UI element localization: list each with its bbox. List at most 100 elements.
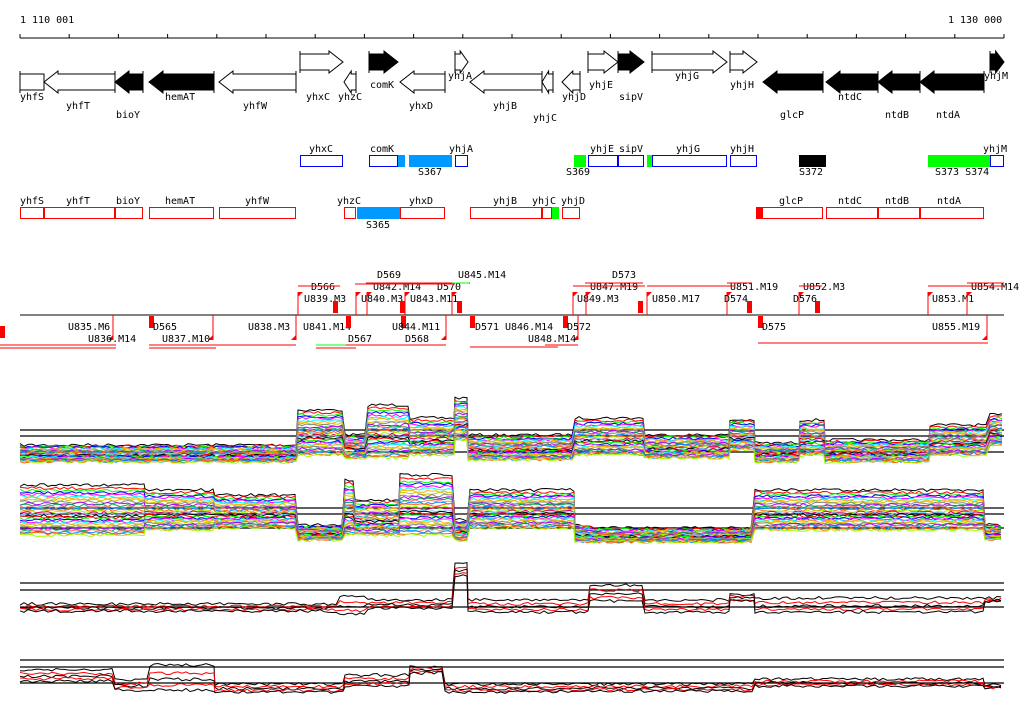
segment-U838.M3[interactable]: U838.M3 (248, 315, 297, 340)
gene-arrow-icon[interactable] (114, 69, 144, 95)
segment-U854.M14[interactable]: U854.M14 (966, 282, 1019, 315)
gene-arrow-icon[interactable] (399, 69, 446, 95)
gene-yhjC[interactable]: yhjC (533, 69, 557, 124)
feature-ntdB[interactable]: ntdB (878, 196, 920, 219)
feature-box[interactable] (618, 155, 644, 167)
segment-U847.M19[interactable]: U847.M19 (585, 282, 638, 315)
feature-box[interactable] (400, 207, 445, 219)
feature-yhjE[interactable]: yhjE (588, 144, 618, 167)
gene-arrow-icon[interactable] (587, 49, 619, 75)
feature-ntdA[interactable]: ntdA (920, 196, 984, 219)
segment-D574[interactable]: D574 (724, 294, 752, 313)
gene-bioY[interactable]: bioY (114, 69, 144, 121)
feature-box[interactable] (826, 207, 878, 219)
segment-D566[interactable]: D566 (311, 282, 338, 313)
segment-U842.M14[interactable]: U842.M14 (366, 282, 421, 315)
feature-box[interactable] (44, 207, 115, 219)
feature-box[interactable] (20, 207, 44, 219)
gene-arrow-icon[interactable] (19, 73, 45, 91)
feature-box[interactable] (878, 207, 920, 219)
gene-arrow-icon[interactable] (469, 69, 543, 95)
gene-arrow-icon[interactable] (919, 69, 985, 95)
segment-U853.M1[interactable]: U853.M1 (927, 292, 974, 315)
gene-yhjG[interactable]: yhjG (651, 49, 728, 82)
gene-arrow-icon[interactable] (729, 49, 758, 75)
gene-arrow-icon[interactable] (762, 69, 824, 95)
gene-arrow-icon[interactable] (617, 49, 645, 75)
gene-arrow-icon[interactable] (541, 69, 554, 95)
feature-box[interactable] (990, 155, 1004, 167)
feature-box[interactable] (357, 207, 400, 219)
feature-box[interactable] (542, 207, 552, 219)
segment-D570[interactable]: D570 (437, 282, 462, 313)
feature-S373 S374[interactable]: S373 S374 (928, 155, 990, 179)
segment-U844.M11[interactable]: U844.M11 (392, 315, 447, 340)
segment-D571[interactable]: D571 (470, 316, 499, 333)
segment-D565[interactable]: D565 (149, 316, 177, 333)
feature-green[interactable] (552, 207, 559, 219)
segment-D576[interactable]: D576 (793, 294, 820, 313)
segment-U846.M14[interactable]: U846.M14 (0, 322, 553, 338)
gene-ntdB[interactable]: ntdB (877, 69, 921, 121)
feature-box[interactable] (149, 207, 214, 219)
gene-yhfW[interactable]: yhfW (218, 69, 297, 112)
feature-yhfW[interactable]: yhfW (219, 196, 296, 219)
gene-yhjE[interactable]: yhjE (587, 49, 619, 91)
segment-D567[interactable]: D567 (346, 316, 372, 345)
feature-yhjG[interactable]: yhjG (652, 144, 727, 167)
gene-yhxD[interactable]: yhxD (399, 69, 446, 112)
feature-yhjA[interactable]: yhjA (449, 144, 473, 167)
gene-sipV[interactable]: sipV (617, 49, 645, 103)
feature-yhxC[interactable]: yhxC (300, 144, 343, 167)
segment-U849.M3[interactable]: U849.M3 (572, 292, 619, 315)
feature-box[interactable] (369, 155, 398, 167)
feature-box[interactable] (562, 207, 580, 219)
segment-U845.M14[interactable]: U845.M14 (451, 270, 506, 315)
gene-arrow-icon[interactable] (454, 49, 469, 75)
gene-arrow-icon[interactable] (825, 69, 879, 95)
segment-U836.M14[interactable]: U836.M14 (88, 315, 136, 345)
segment-D569[interactable]: D569 (377, 270, 405, 313)
gene-yhfS[interactable]: yhfS (19, 71, 45, 103)
feature-box[interactable] (470, 207, 542, 219)
segment-D575[interactable]: D575 (758, 316, 786, 333)
segment-U851.M19[interactable]: U851.M19 (726, 282, 778, 315)
feature-yhjC[interactable]: yhjC (532, 196, 556, 219)
feature-bioY[interactable]: bioY (115, 196, 143, 219)
gene-arrow-icon[interactable] (561, 69, 581, 95)
feature-box[interactable] (799, 155, 826, 167)
feature-yhjM[interactable]: yhjM (983, 144, 1007, 167)
feature-box[interactable] (409, 155, 452, 167)
gene-comK[interactable]: comK (368, 49, 399, 91)
feature-yhfS[interactable]: yhfS (20, 196, 44, 219)
feature-box[interactable] (756, 207, 823, 219)
feature-red[interactable] (756, 207, 763, 219)
feature-ntdC[interactable]: ntdC (826, 196, 878, 219)
feature-sipV[interactable]: sipV (618, 144, 644, 167)
feature-box[interactable] (647, 155, 652, 167)
segment-U840.M3[interactable]: U840.M3 (355, 292, 403, 315)
gene-yhjM[interactable]: yhjM (984, 49, 1008, 82)
feature-yhjB[interactable]: yhjB (470, 196, 542, 219)
feature-S365[interactable]: S365 (357, 207, 400, 232)
feature-glcP[interactable]: glcP (756, 196, 823, 219)
feature-S367[interactable]: S367 (409, 155, 452, 179)
gene-arrow-icon[interactable] (343, 69, 357, 95)
segment-U850.M17[interactable]: U850.M17 (646, 292, 700, 315)
gene-arrow-icon[interactable] (989, 49, 1005, 75)
feature-S369[interactable]: S369 (566, 155, 590, 179)
feature-yhfT[interactable]: yhfT (44, 196, 115, 219)
feature-box[interactable] (756, 207, 763, 219)
gene-hemAT[interactable]: hemAT (148, 69, 215, 103)
feature-S372[interactable]: S372 (799, 155, 826, 179)
gene-yhzC[interactable]: yhzC (338, 69, 362, 103)
gene-yhjA[interactable]: yhjA (448, 49, 472, 82)
segment-U848.M14[interactable]: U848.M14 (528, 315, 579, 345)
feature-box[interactable] (574, 155, 586, 167)
feature-box[interactable] (115, 207, 143, 219)
gene-arrow-icon[interactable] (218, 69, 297, 95)
feature-comK[interactable]: comK (369, 144, 398, 167)
segment-U839.M3[interactable]: U839.M3 (297, 292, 346, 315)
feature-box[interactable] (588, 155, 618, 167)
gene-arrow-icon[interactable] (368, 49, 399, 75)
